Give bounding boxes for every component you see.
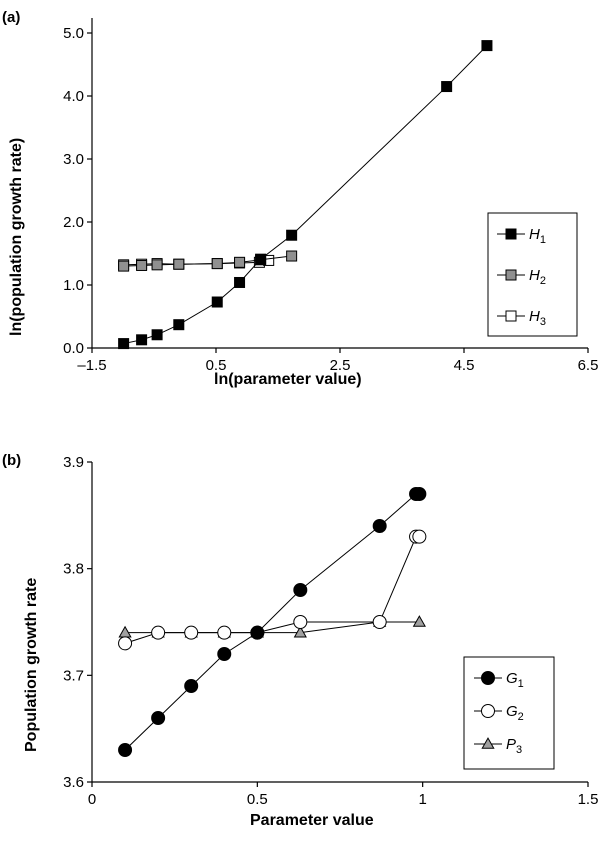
data-point bbox=[151, 259, 163, 271]
panel-a-label: (a) bbox=[2, 9, 20, 26]
data-point bbox=[118, 743, 133, 757]
panel-b-x-ticks: 0 0.5 1 1.5 bbox=[88, 782, 599, 808]
x-tick-label: 2.5 bbox=[330, 357, 351, 374]
legend-marker bbox=[481, 671, 495, 685]
panel-a-series bbox=[118, 40, 493, 350]
legend-item: G2 bbox=[474, 703, 524, 723]
data-point bbox=[286, 229, 298, 241]
data-point bbox=[255, 253, 267, 265]
panel-a-x-axis-title: ln(parameter value) bbox=[214, 371, 362, 388]
x-tick-label: 0 bbox=[88, 791, 96, 808]
data-point bbox=[286, 250, 298, 262]
legend-marker bbox=[505, 269, 517, 281]
panel-a: (a) 0.01.02.03.04.05.0 –1.5 0.5 2.5 4.5 6.5 … bbox=[2, 9, 598, 388]
series-h1 bbox=[118, 40, 493, 350]
data-point bbox=[372, 615, 387, 629]
panel-b-legend-box bbox=[463, 656, 555, 770]
y-tick-label: 1.0 bbox=[63, 277, 84, 294]
x-tick-label: 1 bbox=[418, 791, 426, 808]
y-tick-label: 4.0 bbox=[63, 88, 84, 105]
y-tick-label: 3.6 bbox=[63, 774, 84, 791]
legend-marker bbox=[481, 704, 495, 718]
legend-marker bbox=[505, 310, 517, 322]
series-g2 bbox=[118, 529, 427, 651]
data-point bbox=[151, 711, 166, 725]
panel-a-y-ticks: 0.0 1.0 2.0 3.0 4.0 5.0 bbox=[63, 25, 92, 357]
panel-b-y-ticks: 3.6 3.7 3.8 3.9 bbox=[63, 454, 92, 791]
data-point bbox=[136, 259, 148, 271]
data-point bbox=[136, 334, 148, 346]
panel-b-y-axis-title: Population growth rate bbox=[23, 578, 40, 752]
data-point bbox=[173, 319, 185, 331]
legend-marker bbox=[505, 228, 517, 240]
y-tick-label: 3.9 bbox=[63, 454, 84, 471]
panel-a-x-ticks: –1.5 0.5 2.5 4.5 6.5 bbox=[77, 348, 598, 374]
y-tick-label: 3.0 bbox=[63, 151, 84, 168]
data-point bbox=[151, 625, 166, 640]
data-point bbox=[217, 647, 232, 661]
x-tick-label: 6.5 bbox=[578, 357, 599, 374]
data-point bbox=[211, 296, 223, 308]
data-point bbox=[250, 625, 265, 640]
data-point bbox=[184, 679, 199, 693]
panel-a-y-axis-title: ln(population growth rate) bbox=[8, 138, 25, 336]
data-point bbox=[234, 276, 246, 288]
y-tick-label: 3.8 bbox=[63, 561, 84, 578]
data-point bbox=[184, 625, 199, 640]
panel-b-x-axis-title: Parameter value bbox=[250, 812, 374, 829]
y-tick-label: 0.0 bbox=[63, 340, 84, 357]
x-tick-label: 0.5 bbox=[206, 357, 227, 374]
panel-b: (b) 3.6 3.7 3.8 3.9 0 0.5 1 1.5 Parameter valu… bbox=[2, 452, 598, 829]
data-point bbox=[234, 256, 246, 268]
data-point bbox=[118, 260, 130, 272]
data-point bbox=[412, 615, 426, 627]
x-tick-label: 4.5 bbox=[454, 357, 475, 374]
data-point bbox=[293, 583, 308, 597]
y-tick-label: 5.0 bbox=[63, 25, 84, 42]
y-tick-label: 3.7 bbox=[63, 667, 84, 684]
series-line bbox=[123, 45, 488, 345]
data-point bbox=[173, 258, 185, 270]
data-point bbox=[151, 329, 163, 341]
y-tick-label: 2.0 bbox=[63, 214, 84, 231]
panel-b-series bbox=[118, 487, 427, 757]
x-tick-label: 1.5 bbox=[578, 791, 599, 808]
data-point bbox=[118, 636, 133, 651]
data-point bbox=[481, 40, 493, 52]
data-point bbox=[118, 338, 130, 350]
data-point bbox=[293, 625, 307, 638]
x-tick-label: 0.5 bbox=[247, 791, 268, 808]
legend-marker bbox=[481, 737, 495, 749]
data-point bbox=[293, 615, 308, 629]
data-point bbox=[372, 519, 387, 533]
data-point bbox=[217, 625, 232, 640]
data-point bbox=[412, 487, 427, 501]
panel-b-label: (b) bbox=[2, 452, 21, 469]
data-point bbox=[412, 529, 427, 544]
data-point bbox=[211, 258, 223, 270]
data-point bbox=[441, 81, 453, 93]
data-point bbox=[118, 625, 132, 638]
x-tick-label: –1.5 bbox=[77, 357, 106, 374]
series-g1 bbox=[118, 487, 427, 757]
